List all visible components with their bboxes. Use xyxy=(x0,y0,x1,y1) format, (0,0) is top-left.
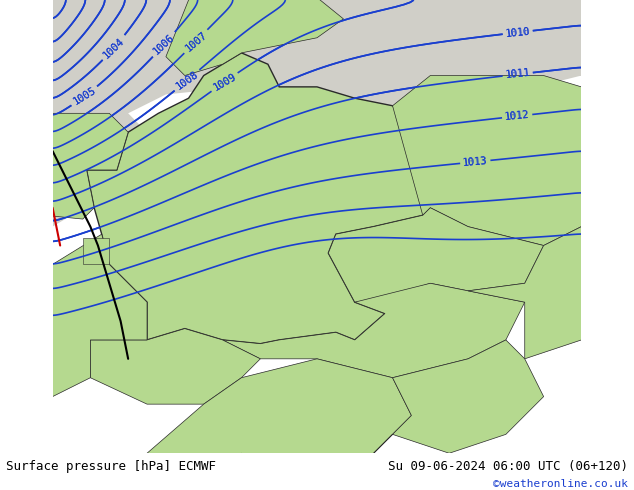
Polygon shape xyxy=(328,208,543,302)
Polygon shape xyxy=(392,75,581,245)
Polygon shape xyxy=(53,0,166,226)
Text: 1005: 1005 xyxy=(71,85,98,107)
Text: 1007: 1007 xyxy=(183,29,209,53)
Polygon shape xyxy=(87,53,430,343)
Polygon shape xyxy=(91,329,261,404)
Text: 1011: 1011 xyxy=(505,68,531,80)
Polygon shape xyxy=(166,0,344,75)
Text: 1011: 1011 xyxy=(505,68,531,80)
Text: 1007: 1007 xyxy=(183,29,209,53)
Text: 1006: 1006 xyxy=(152,32,177,57)
Polygon shape xyxy=(109,359,411,472)
Text: 1009: 1009 xyxy=(211,72,238,93)
Text: 1013: 1013 xyxy=(462,156,488,168)
Text: 1008: 1008 xyxy=(174,69,200,92)
Text: ©weatheronline.co.uk: ©weatheronline.co.uk xyxy=(493,480,628,490)
Text: 1008: 1008 xyxy=(174,69,200,92)
Text: 1010: 1010 xyxy=(505,26,531,39)
Text: 1013: 1013 xyxy=(462,156,488,168)
Text: Surface pressure [hPa] ECMWF: Surface pressure [hPa] ECMWF xyxy=(6,460,216,473)
Text: 1009: 1009 xyxy=(211,72,238,93)
Polygon shape xyxy=(0,113,128,219)
Text: 1004: 1004 xyxy=(101,36,126,60)
Text: 1005: 1005 xyxy=(71,85,98,107)
Polygon shape xyxy=(53,0,581,113)
Text: 1012: 1012 xyxy=(504,110,530,122)
Polygon shape xyxy=(373,340,543,453)
Text: 1010: 1010 xyxy=(505,26,531,39)
Text: 1012: 1012 xyxy=(504,110,530,122)
Text: 1004: 1004 xyxy=(101,36,126,60)
Polygon shape xyxy=(223,283,525,378)
Polygon shape xyxy=(468,0,581,75)
Polygon shape xyxy=(53,234,147,396)
Polygon shape xyxy=(83,238,109,265)
Text: Su 09-06-2024 06:00 UTC (06+120): Su 09-06-2024 06:00 UTC (06+120) xyxy=(387,460,628,473)
Polygon shape xyxy=(468,226,581,359)
Text: 1006: 1006 xyxy=(152,32,177,57)
